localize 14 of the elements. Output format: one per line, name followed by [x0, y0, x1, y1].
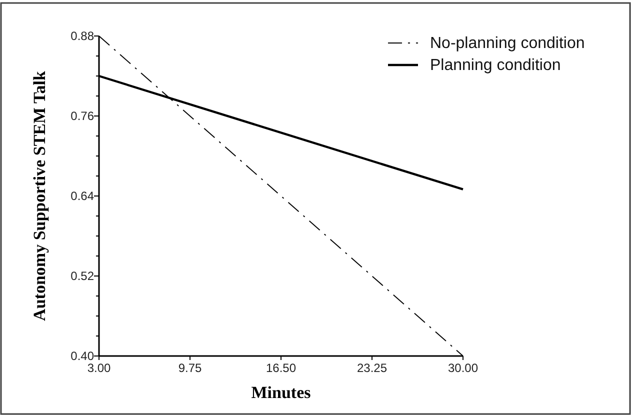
y-tick-label: 0.76: [70, 109, 94, 123]
x-axis-title: Minutes: [251, 383, 312, 402]
x-tick-label: 23.25: [356, 361, 388, 375]
legend-label: Planning condition: [430, 57, 561, 74]
legend-label: No-planning condition: [430, 35, 585, 52]
y-axis-title: Autonomy Supportive STEM Talk: [30, 70, 49, 321]
y-tick-label: 0.52: [70, 269, 94, 283]
y-tick-label: 0.64: [70, 189, 94, 203]
y-tick-label: 0.88: [70, 29, 94, 43]
x-tick-label: 9.75: [178, 361, 202, 375]
x-tick-label: 3.00: [87, 361, 111, 375]
x-tick-label: 16.50: [266, 361, 296, 375]
y-tick-label: 0.40: [70, 349, 94, 363]
x-tick-label: 30.00: [448, 361, 478, 375]
